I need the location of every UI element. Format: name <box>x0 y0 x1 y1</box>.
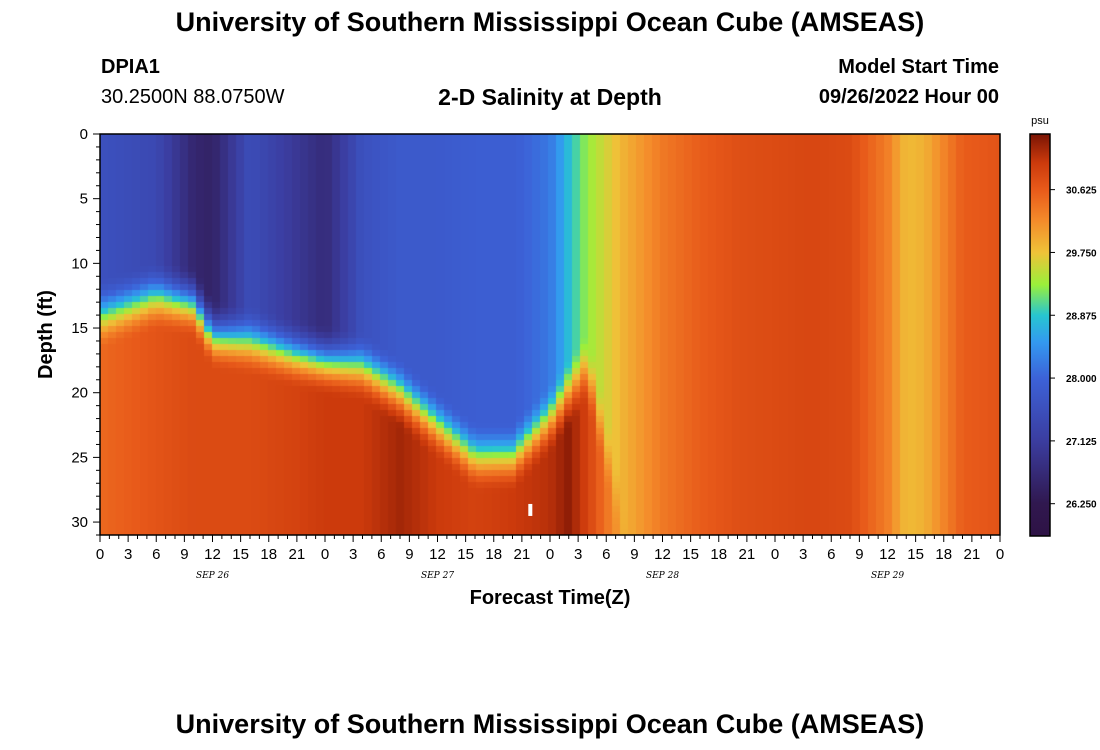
colorbar-tick-label: 28.875 <box>1066 311 1097 322</box>
colorbar-tick-label: 26.250 <box>1066 500 1097 511</box>
x-tick-label: 0 <box>771 546 779 563</box>
x-tick-label: 12 <box>204 546 221 563</box>
page-title: University of Southern Mississippi Ocean… <box>175 7 925 37</box>
x-axis-label: Forecast Time(Z) <box>470 587 631 609</box>
x-tick-label: 21 <box>739 546 756 563</box>
x-tick-label: 6 <box>602 546 610 563</box>
colorbar-tick-label: 27.125 <box>1066 437 1097 448</box>
x-tick-label: 15 <box>457 546 474 563</box>
salinity-heatmap <box>100 134 1000 535</box>
date-label: SEP 29 <box>871 571 904 581</box>
x-tick-label: 21 <box>964 546 981 563</box>
y-tick-label: 0 <box>80 126 88 143</box>
x-tick-label: 15 <box>907 546 924 563</box>
x-tick-label: 6 <box>377 546 385 563</box>
x-tick-label: 6 <box>827 546 835 563</box>
x-tick-label: 6 <box>152 546 160 563</box>
product-name: 2-D Salinity at Depth <box>438 84 662 110</box>
colorbar-tick-label: 28.000 <box>1066 374 1097 385</box>
x-tick-label: 18 <box>485 546 502 563</box>
model-start-value: 09/26/2022 Hour 00 <box>818 86 999 108</box>
x-tick-label: 12 <box>429 546 446 563</box>
x-tick-label: 12 <box>654 546 671 563</box>
colorbar-tick-label: 30.625 <box>1066 186 1097 197</box>
x-tick-label: 0 <box>546 546 554 563</box>
x-tick-label: 3 <box>574 546 582 563</box>
y-tick-label: 30 <box>71 514 88 531</box>
x-tick-label: 21 <box>289 546 306 563</box>
x-tick-label: 3 <box>349 546 357 563</box>
x-tick-label: 3 <box>124 546 132 563</box>
y-tick-label: 25 <box>71 449 88 466</box>
station-coordinates: 30.2500N 88.0750W <box>101 86 285 108</box>
x-tick-label: 9 <box>855 546 863 563</box>
x-tick-label: 3 <box>799 546 807 563</box>
white-marker <box>528 503 533 516</box>
x-tick-label: 0 <box>321 546 329 563</box>
y-tick-label: 15 <box>71 320 88 337</box>
x-tick-label: 15 <box>682 546 699 563</box>
y-tick-label: 10 <box>71 255 88 272</box>
y-axis-label: Depth (ft) <box>35 290 57 379</box>
x-tick-label: 9 <box>180 546 188 563</box>
x-tick-label: 18 <box>260 546 277 563</box>
date-label: SEP 28 <box>646 571 679 581</box>
x-tick-label: 15 <box>232 546 249 563</box>
station-id: DPIA1 <box>101 56 160 78</box>
date-label: SEP 26 <box>196 571 229 581</box>
x-tick-label: 9 <box>405 546 413 563</box>
y-tick-label: 20 <box>71 385 88 402</box>
y-tick-label: 5 <box>80 191 88 208</box>
x-tick-label: 18 <box>710 546 727 563</box>
colorbar-unit: psu <box>1031 115 1049 127</box>
x-tick-label: 0 <box>996 546 1004 563</box>
x-tick-label: 0 <box>96 546 104 563</box>
footer-title: University of Southern Mississippi Ocean… <box>175 709 925 739</box>
model-start-label: Model Start Time <box>838 56 999 78</box>
x-tick-label: 12 <box>879 546 896 563</box>
x-tick-label: 9 <box>630 546 638 563</box>
colorbar-tick-label: 29.750 <box>1066 248 1097 259</box>
date-label: SEP 27 <box>421 571 454 581</box>
x-tick-label: 18 <box>935 546 952 563</box>
x-tick-label: 21 <box>514 546 531 563</box>
colorbar <box>1029 133 1051 537</box>
